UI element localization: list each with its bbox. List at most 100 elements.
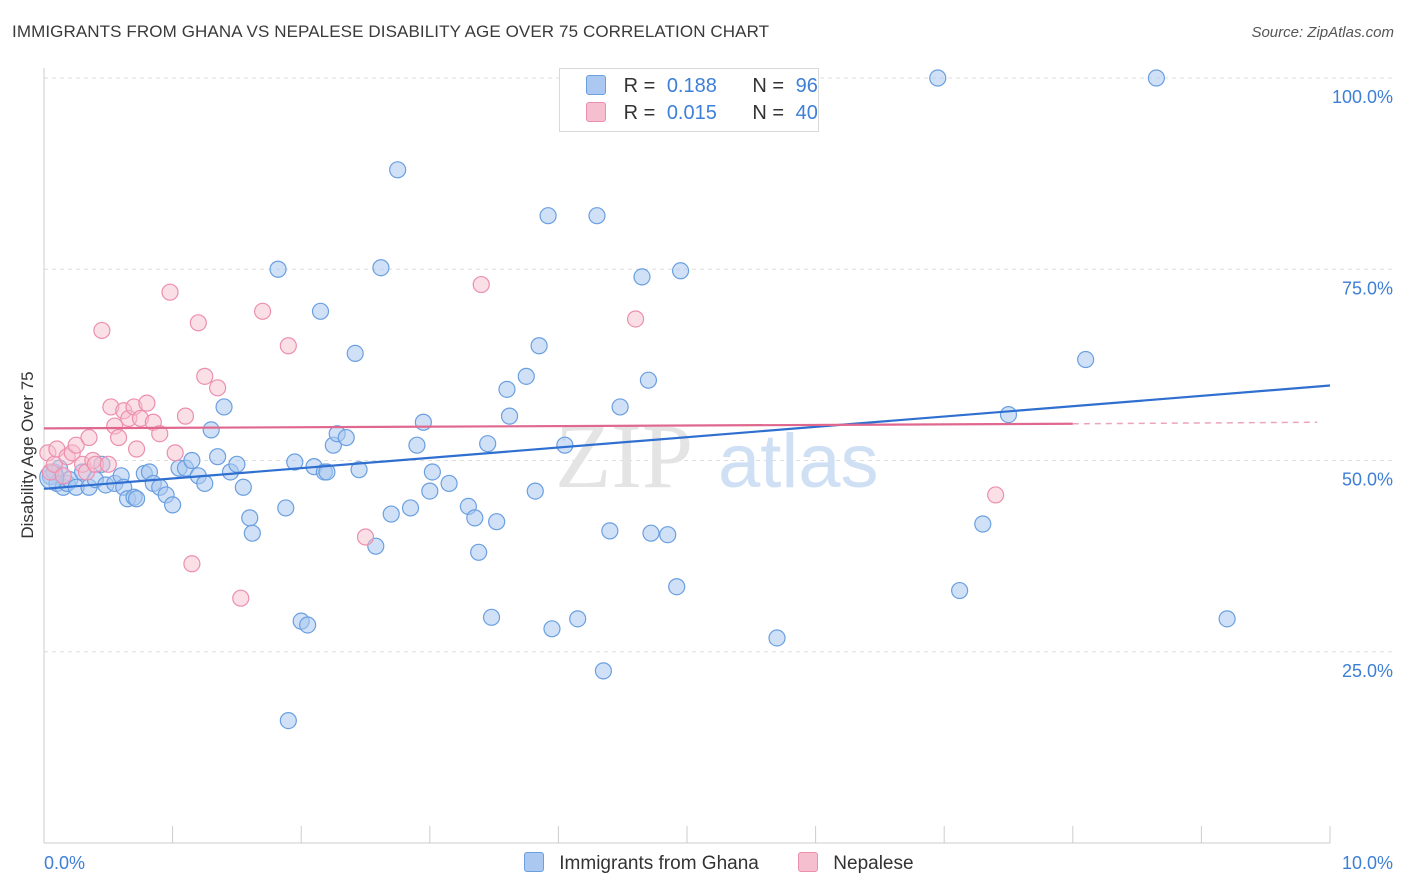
nepal-trend-line [43,422,1073,430]
ghana-point [382,505,400,523]
ghana-point [183,451,201,470]
y-tick-label-75: 75.0% [1342,278,1393,298]
ghana-point [215,398,233,416]
ghana-point [569,610,587,628]
nepal-swatch [586,102,606,122]
ghana-point [241,509,259,527]
ghana-point [500,407,519,425]
ghana-point [768,629,786,647]
tick-labels: 25.0% 50.0% 75.0% 100.0% 0.0% 10.0% [44,87,1393,873]
nepal-n-value: 40 [795,102,818,124]
ghana-point [372,259,390,277]
y-tick-label-50: 50.0% [1342,470,1393,490]
bottom-nepal-swatch [798,852,818,872]
ghana-point [498,380,516,398]
ghana-point [423,463,441,481]
ghana-point [601,522,619,540]
chart-title: IMMIGRANTS FROM GHANA VS NEPALESE DISABI… [12,22,770,41]
ghana-point [440,474,458,493]
axes [43,68,1331,844]
legend-row-nepal: R = 0.015 N = 40 [586,102,818,126]
correlation-legend: R = 0.188 N = 96 R = 0.015 N = 40 [559,68,819,132]
y-axis-label: Disability Age Over 75 [18,371,37,539]
nepal-point [196,367,214,385]
nepal-point [183,555,201,573]
nepal-point [232,589,250,607]
ghana-point [389,161,407,179]
source-label: Source: ZipAtlas.com [1251,24,1394,41]
ghana-trend-line [43,384,1331,490]
ghana-point [243,524,261,542]
ghana-point [277,499,295,517]
nepal-point [127,440,146,458]
ghana-point [1147,69,1165,87]
ghana-point [1218,610,1236,628]
ghana-point [642,524,660,542]
ghana-point [318,463,336,481]
ghana-point [479,435,497,453]
ghana-point [299,616,317,634]
ghana-point [164,496,182,514]
ghana-point [234,478,252,496]
ghana-point [588,207,606,225]
ghana-points [39,69,1236,730]
ghana-point [639,371,658,389]
nepal-point [161,283,179,301]
nepal-r-label: R = [623,102,656,124]
ghana-point [408,436,426,454]
ghana-point [346,344,364,362]
ghana-point [659,526,677,544]
bottom-ghana-swatch [524,852,544,872]
ghana-point [517,367,535,385]
y-tick-label-25: 25.0% [1342,661,1393,681]
ghana-point [209,448,227,466]
ghana-point [202,421,220,439]
bottom-legend-ghana: Immigrants from Ghana [524,852,759,875]
nepal-point [189,314,207,332]
nepal-point [80,428,98,447]
x-tick-label-max: 10.0% [1342,853,1393,873]
nepal-n-label: N = [752,102,785,124]
ghana-point [350,461,368,479]
ghana-point [421,482,439,500]
ghana-r-label: R = [623,75,656,97]
nepal-point [138,394,156,412]
nepal-point [109,428,128,447]
ghana-point [633,268,651,286]
ghana-point [543,620,561,638]
nepal-point [626,310,645,328]
nepal-points [39,275,1005,607]
ghana-point [999,406,1018,424]
ghana-point [530,337,548,355]
ghana-point [127,490,146,508]
watermark: ZIP atlas [555,405,879,507]
ghana-point [671,262,690,280]
ghana-point [286,453,304,471]
ghana-point [401,499,420,517]
ghana-point [611,398,629,416]
trend-lines [43,384,1331,490]
nepal-point [93,321,111,340]
nepal-point [254,302,272,320]
ghana-point [974,515,992,533]
ghana-point [594,662,613,680]
nepal-point [67,436,85,454]
legend-row-ghana: R = 0.188 N = 96 [586,75,818,99]
nepal-point [987,486,1005,504]
ghana-n-value: 96 [795,75,818,97]
bottom-nepal-label: Nepalese [833,853,914,874]
ghana-point [279,711,297,730]
nepal-point [99,455,117,473]
gridlines [44,77,1395,653]
nepal-point [166,444,184,462]
ghana-point [488,513,506,531]
ghana-point [196,474,214,493]
ghana-point [482,608,501,626]
nepal-point [176,407,195,425]
ghana-n-label: N = [752,75,785,97]
nepal-point [472,275,490,294]
ghana-point [951,581,969,600]
ghana-point [466,509,484,527]
ghana-point [228,455,246,473]
y-tick-label-100: 100.0% [1332,87,1393,107]
